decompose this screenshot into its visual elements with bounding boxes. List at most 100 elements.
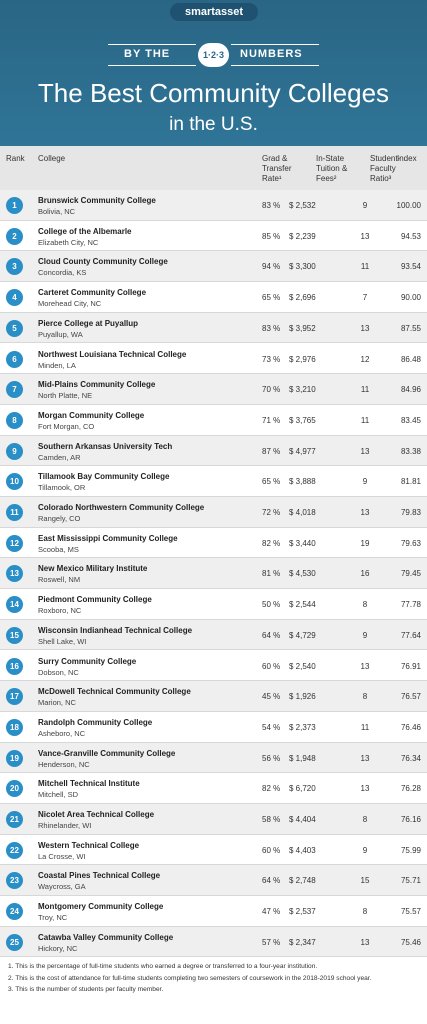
table-header: Rank College Grad & Transfer Rate¹ In-State… — [0, 146, 427, 190]
table-row: 12 East Mississippi Community College Scoo… — [0, 527, 427, 559]
rank-badge: 22 — [6, 841, 23, 859]
index: 83.45 — [400, 415, 421, 425]
tuition: $ 2,544 — [289, 600, 316, 610]
index: 86.48 — [400, 354, 421, 364]
college-location: Troy, NC — [38, 913, 68, 923]
college-location: Camden, AR — [38, 452, 81, 462]
college-name: Mid-Plains Community College — [38, 380, 156, 390]
ratio: 8 — [362, 815, 368, 824]
college-name: Colorado Northwestern Community College — [38, 503, 205, 512]
grad-rate: 83 % — [262, 323, 281, 333]
rank-badge: 5 — [6, 319, 23, 337]
index: 94.53 — [400, 231, 421, 241]
index: 87.55 — [400, 323, 421, 333]
ratio: 13 — [360, 753, 370, 763]
rank-badge: 14 — [6, 596, 23, 614]
table-row: 21 Nicolet Area Technical College Rhinelan… — [0, 804, 427, 835]
college-name: Coastal Pines Technical College — [38, 871, 161, 881]
college-name: Vance-Granville Community College — [38, 748, 176, 758]
tuition: $ 1,926 — [289, 692, 316, 702]
grad-rate: 94 % — [262, 262, 281, 272]
college-name: Morgan Community College — [38, 410, 145, 420]
tuition: $ 2,537 — [289, 907, 316, 917]
grad-rate: 71 % — [262, 415, 281, 425]
rank-badge: 10 — [6, 473, 23, 491]
rank-badge: 15 — [6, 626, 23, 644]
college-location: Shell Lake, WI — [38, 636, 87, 646]
table-row: 10 Tillamook Bay Community College Tillamo… — [0, 466, 427, 497]
ratio: 8 — [362, 692, 368, 702]
index: 75.57 — [400, 907, 421, 917]
tuition: $ 3,440 — [289, 538, 316, 548]
index: 76.28 — [400, 784, 421, 794]
index: 75.99 — [400, 845, 421, 855]
index: 76.16 — [400, 815, 421, 824]
grad-rate: 65 % — [262, 293, 281, 303]
ratio: 11 — [360, 385, 370, 395]
tuition: $ 3,765 — [289, 415, 316, 425]
college-location: Asheboro, NC — [38, 728, 86, 738]
college-name: Southern Arkansas University Tech — [38, 441, 173, 451]
index: 90.00 — [400, 293, 421, 303]
college-name: Northwest Louisiana Technical College — [38, 349, 187, 359]
tuition: $ 3,888 — [289, 477, 316, 487]
ratio: 13 — [360, 446, 370, 456]
tuition: $ 2,748 — [289, 876, 316, 886]
college-location: La Crosse, WI — [38, 851, 86, 861]
column-header: College — [38, 154, 66, 163]
college-name: Pierce College at Puyallup — [38, 318, 139, 328]
tuition: $ 4,729 — [289, 630, 316, 640]
table-row: 13 New Mexico Military Institute Roswell, … — [0, 558, 427, 590]
ratio: 16 — [360, 569, 370, 579]
college-location: Marion, NC — [38, 698, 76, 708]
tuition: $ 4,977 — [289, 446, 316, 456]
college-name: Surry Community College — [38, 656, 137, 666]
tuition: $ 2,532 — [289, 201, 316, 210]
rank-badge: 9 — [6, 442, 23, 460]
grad-rate: 85 % — [262, 231, 281, 241]
table-row: 24 Montgomery Community College Troy, NC 47… — [0, 896, 427, 927]
index: 77.78 — [400, 600, 421, 610]
rank-badge: 17 — [6, 688, 23, 706]
table-row: 11 Colorado Northwestern Community Colleg… — [0, 497, 427, 528]
ratio: 13 — [360, 508, 370, 517]
table-row: 3 Cloud County Community College Concordia… — [0, 251, 427, 283]
header: smartasset BY THE 1·2·3 NUMBERS The Best… — [0, 0, 427, 146]
ratio: 9 — [362, 845, 368, 855]
column-header: Rank — [6, 154, 25, 163]
grad-rate: 72 % — [262, 508, 281, 517]
tuition: $ 2,373 — [289, 722, 316, 732]
college-name: Brunswick Community College — [38, 196, 156, 205]
rank-badge: 8 — [6, 411, 23, 429]
college-name: Carteret Community College — [38, 288, 147, 298]
rank-badge: 25 — [6, 933, 23, 951]
tuition: $ 4,404 — [289, 815, 316, 824]
rank-badge: 20 — [6, 780, 23, 798]
table-row: 6 Northwest Louisiana Technical College Mi… — [0, 343, 427, 375]
grad-rate: 83 % — [262, 201, 281, 210]
grad-rate: 47 % — [262, 907, 281, 917]
college-name: Wisconsin Indianhead Technical College — [38, 625, 193, 635]
index: 77.64 — [400, 630, 421, 640]
grad-rate: 58 % — [262, 815, 281, 824]
rank-badge: 1 — [6, 197, 23, 214]
rank-badge: 12 — [6, 534, 23, 552]
tuition: $ 3,210 — [289, 385, 316, 395]
college-location: Bolivia, NC — [38, 207, 76, 216]
college-location: Dobson, NC — [38, 667, 79, 677]
grad-rate: 57 % — [262, 937, 281, 947]
college-location: Rhinelander, WI — [38, 821, 92, 830]
college-location: Henderson, NC — [38, 759, 90, 769]
column-header: Grad & Transfer Rate¹ — [262, 154, 292, 183]
rank-badge: 21 — [6, 811, 23, 828]
index: 93.54 — [400, 262, 421, 272]
table-row: 19 Vance-Granville Community College Hende… — [0, 742, 427, 774]
rank-badge: 16 — [6, 657, 23, 675]
index: 76.34 — [400, 753, 421, 763]
college-name: Montgomery Community College — [38, 902, 164, 912]
index: 83.38 — [400, 446, 421, 456]
table-row: 23 Coastal Pines Technical College Waycros… — [0, 865, 427, 897]
college-location: Minden, LA — [38, 360, 76, 370]
college-name: New Mexico Military Institute — [38, 564, 148, 574]
